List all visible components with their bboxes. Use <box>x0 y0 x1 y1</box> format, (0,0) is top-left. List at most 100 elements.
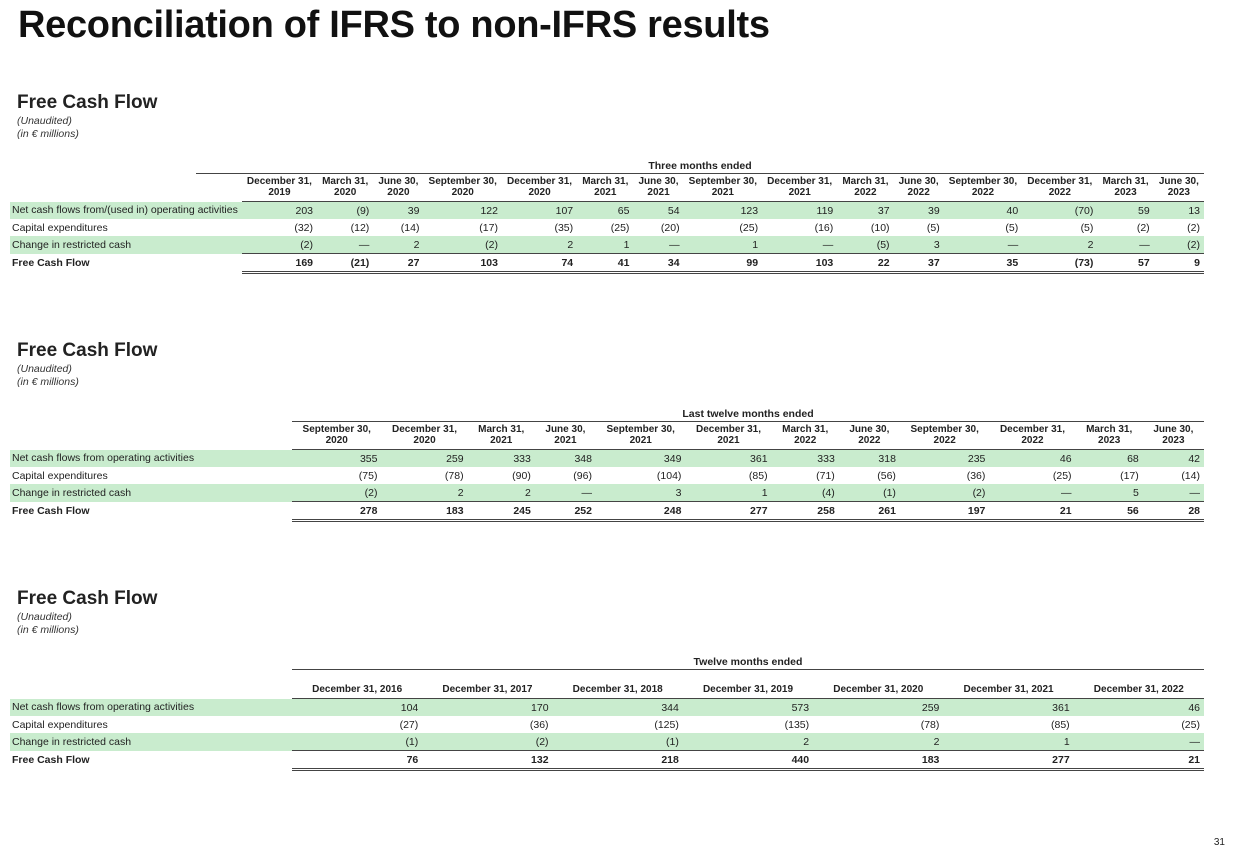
unaudited-note: (Unaudited) <box>17 115 72 127</box>
column-header: March 31, 2022 <box>771 424 839 450</box>
table-cell: 183 <box>813 750 944 771</box>
column-header: June 30, 2023 <box>1153 176 1204 202</box>
table-cell: 42 <box>1142 449 1204 467</box>
column-header: June 30, 2023 <box>1142 424 1204 450</box>
table-cell: (9) <box>317 201 374 219</box>
column-header: September 30, 2021 <box>595 424 686 450</box>
table-cell: (5) <box>1080 221 1094 234</box>
table-cell: 169 <box>241 253 318 274</box>
table-cell: — <box>1097 236 1154 254</box>
fcf-table: December 31, 2019 March 31, 2020 June 30, … <box>10 176 1204 274</box>
unaudited-note: (Unaudited) <box>17 611 72 623</box>
table-cell: (21) <box>317 253 374 274</box>
table-cell: 245 <box>467 501 535 522</box>
table-cell: 68 <box>1075 449 1143 467</box>
table-cell: 9 <box>1153 253 1204 274</box>
unaudited-note: (Unaudited) <box>17 363 72 375</box>
column-header: June 30, 2021 <box>534 424 596 450</box>
table-row: Capital expenditures (75) (78) (90) (96) (104… <box>10 467 1204 484</box>
table-cell: (2) <box>423 236 502 254</box>
column-header: December 31, 2022 <box>989 424 1076 450</box>
table-cell: 99 <box>683 253 763 274</box>
table-cell: (27) <box>399 718 419 731</box>
table-cell: (125) <box>654 718 679 731</box>
table-cell: (14) <box>1181 469 1200 482</box>
table-row: Capital expenditures (27) (36) (125) (135) (7… <box>10 716 1204 733</box>
table-cell: 119 <box>762 201 838 219</box>
table-cell: 248 <box>595 501 686 522</box>
table-cell: 39 <box>893 201 944 219</box>
table-cell: (17) <box>1120 469 1139 482</box>
row-label: Net cash flows from/(used in) operating … <box>10 201 242 219</box>
table-cell: 103 <box>762 253 838 274</box>
table-cell: 1 <box>683 236 763 254</box>
table-cell: 348 <box>534 449 596 467</box>
table-row: Change in restricted cash (2) 2 2—3 1 (4) (1)(… <box>10 484 1204 502</box>
table-cell: (73) <box>1022 253 1098 274</box>
table-cell: (5) <box>837 236 894 254</box>
table-cell: 277 <box>685 501 772 522</box>
column-header: March 31, 2021 <box>467 424 535 450</box>
table-row: Capital expenditures (32) (12) (14) (17) (35)… <box>10 219 1204 236</box>
table-cell: (12) <box>350 221 370 234</box>
table-cell: (36) <box>966 469 986 482</box>
table-cell: 5 <box>1075 484 1143 502</box>
units-note: (in € millions) <box>17 376 79 388</box>
table-cell: 28 <box>1142 501 1204 522</box>
table-cell: 56 <box>1075 501 1143 522</box>
period-title: Twelve months ended <box>292 656 1204 670</box>
table-cell: (5) <box>926 221 940 234</box>
section-heading: Free Cash Flow <box>17 340 158 361</box>
table-row: Free Cash Flow 278 183 245 252 248 277 258 261 19… <box>10 501 1204 522</box>
table-cell: 2 <box>381 484 468 502</box>
period-title: Last twelve months ended <box>292 408 1204 422</box>
table-cell: 46 <box>1073 698 1204 716</box>
table-cell: 103 <box>423 253 502 274</box>
column-header: March 31, 2023 <box>1075 424 1143 450</box>
table-row: Free Cash Flow 76 132 218 440 183 277 21 <box>10 750 1204 771</box>
column-header: March 31, 2020 <box>317 176 374 202</box>
table-cell: — <box>534 484 596 502</box>
table-cell: (16) <box>814 221 834 234</box>
table-cell: 46 <box>989 449 1076 467</box>
table-cell: 123 <box>683 201 763 219</box>
table-cell: 355 <box>292 449 382 467</box>
table-cell: 27 <box>373 253 424 274</box>
table-cell: — <box>1073 733 1204 751</box>
column-header: March 31, 2023 <box>1097 176 1154 202</box>
table-cell: 35 <box>943 253 1023 274</box>
row-label: Change in restricted cash <box>10 236 242 254</box>
table-cell: (35) <box>554 221 574 234</box>
fcf-table: September 30, 2020 December 31, 2020 March… <box>10 424 1204 522</box>
table-cell: (70) <box>1022 201 1098 219</box>
column-header: December 31, 2020 <box>813 684 944 699</box>
table-cell: 203 <box>241 201 318 219</box>
table-cell: 37 <box>893 253 944 274</box>
table-cell: — <box>762 236 838 254</box>
table-cell: (25) <box>1181 718 1200 731</box>
table-cell: (96) <box>573 469 592 482</box>
table-cell: 3 <box>893 236 944 254</box>
table-cell: — <box>1142 484 1204 502</box>
table-cell: 361 <box>685 449 772 467</box>
table-cell: 170 <box>422 698 553 716</box>
column-header: December 31, 2021 <box>943 684 1074 699</box>
table-cell: 132 <box>422 750 553 771</box>
table-cell: (2) <box>241 236 318 254</box>
table-cell: 218 <box>552 750 683 771</box>
table-cell: 22 <box>837 253 894 274</box>
section-three-months: Free Cash Flow (Unaudited) (in € million… <box>0 90 1245 290</box>
table-cell: 21 <box>1073 750 1204 771</box>
table-cell: (10) <box>870 221 890 234</box>
table-cell: — <box>633 236 684 254</box>
table-cell: 2 <box>467 484 535 502</box>
table-row: Net cash flows from operating activities… <box>10 449 1204 467</box>
table-cell: 440 <box>682 750 814 771</box>
table-cell: 235 <box>899 449 990 467</box>
table-cell: 318 <box>838 449 900 467</box>
column-header: September 30, 2022 <box>943 176 1023 202</box>
table-cell: 34 <box>633 253 684 274</box>
table-cell: (2) <box>1153 236 1204 254</box>
column-header: December 31, 2021 <box>685 424 772 450</box>
page-title: Reconciliation of IFRS to non-IFRS resul… <box>18 4 770 46</box>
